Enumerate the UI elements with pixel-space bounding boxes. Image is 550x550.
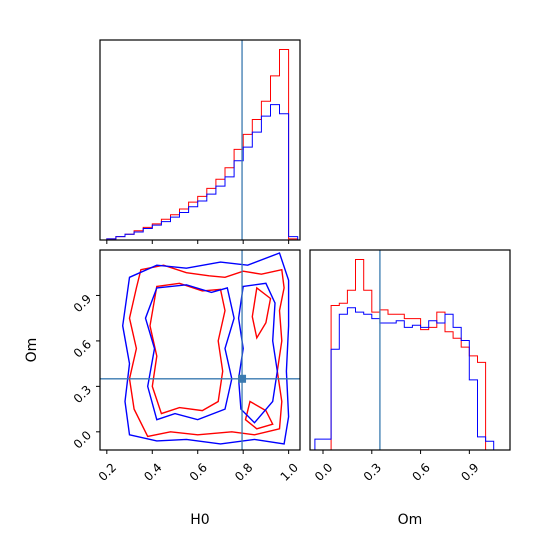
om-hist-axis-label: Om: [398, 512, 423, 528]
om-histogram-panel: 0.0 0.3 0.6 0.9 Om: [309, 249, 511, 528]
contour-xtick-label: 0.8: [232, 460, 255, 483]
contour-xtick-label: 0.2: [96, 460, 119, 483]
contour-ytick-label: 0.0: [71, 428, 94, 451]
contour-blue-2: [237, 282, 279, 424]
contour-xtick-label: 0.6: [187, 460, 210, 483]
om-hist-xtick-label: 0.0: [312, 460, 335, 483]
contour-xtick-label: 1.0: [278, 460, 301, 483]
h0-histogram-frame: [99, 39, 301, 241]
om-axis-label: Om: [24, 338, 40, 363]
om-hist-xtick-label: 0.6: [410, 460, 433, 483]
contour-ytick-label: 0.9: [71, 292, 94, 315]
h0-hist-series-blue: [106, 104, 299, 240]
h0-om-contour-panel: 0.2 0.4 0.6 0.8 1.0 0.0 0.3 0.6 0.9 H0 Om: [24, 249, 301, 528]
contour-red-3: [244, 400, 274, 430]
om-hist-series-red: [314, 259, 510, 450]
om-histogram-frame: [309, 249, 511, 451]
contour-blue-1: [144, 284, 235, 421]
contour-red-1: [149, 282, 226, 415]
truth-marker: [238, 374, 247, 383]
h0-histogram-panel: [99, 39, 301, 244]
contour-ytick-label: 0.3: [71, 383, 94, 406]
contour-red-2: [251, 286, 272, 340]
h0-hist-series-red: [106, 49, 299, 240]
contour-frame: [99, 249, 301, 451]
contour-ytick-label: 0.6: [71, 337, 94, 360]
contour-blue-0: [121, 252, 290, 445]
om-hist-xtick-label: 0.3: [361, 460, 384, 483]
contour-xtick-label: 0.4: [141, 460, 164, 483]
om-hist-series-blue: [314, 307, 510, 450]
om-hist-xtick-label: 0.9: [458, 460, 481, 483]
h0-axis-label: H0: [190, 512, 209, 528]
